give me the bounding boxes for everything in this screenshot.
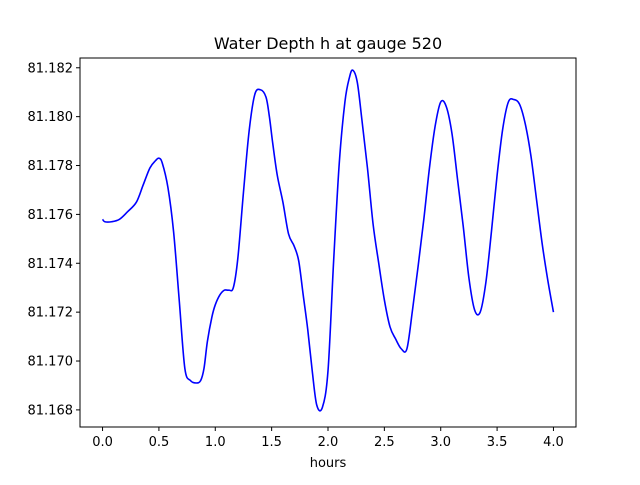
series-line	[101, 69, 555, 412]
plot-area-frame	[79, 57, 577, 428]
x-tick-label: 1.0	[205, 435, 226, 450]
x-axis-ticks: 0.0 0.5 1.0 1.5 2.0 2.5 3.0 3.5 4.0	[92, 427, 564, 450]
y-tick-label: 81.182	[28, 61, 74, 76]
x-tick-label: 0.5	[149, 435, 170, 450]
x-tick-label: 3.0	[430, 435, 451, 450]
x-axis-label: hours	[310, 456, 347, 471]
y-tick-label: 81.170	[28, 355, 74, 370]
x-tick-label: 4.0	[543, 435, 564, 450]
y-tick-label: 81.178	[28, 159, 74, 174]
x-tick-label: 0.0	[92, 435, 113, 450]
x-tick-label: 2.0	[318, 435, 339, 450]
y-tick-label: 81.168	[28, 403, 74, 418]
y-tick-label: 81.172	[28, 306, 74, 321]
series-layer	[101, 69, 555, 412]
x-tick-label: 1.5	[261, 435, 282, 450]
chart-title: Water Depth h at gauge 520	[214, 34, 442, 53]
y-tick-label: 81.180	[28, 110, 74, 125]
y-tick-label: 81.174	[28, 257, 74, 272]
x-tick-label: 3.5	[487, 435, 508, 450]
y-tick-label: 81.176	[28, 208, 74, 223]
x-tick-label: 2.5	[374, 435, 395, 450]
y-axis-ticks: 81.168 81.170 81.172 81.174 81.176 81.178 81.1…	[28, 61, 80, 418]
